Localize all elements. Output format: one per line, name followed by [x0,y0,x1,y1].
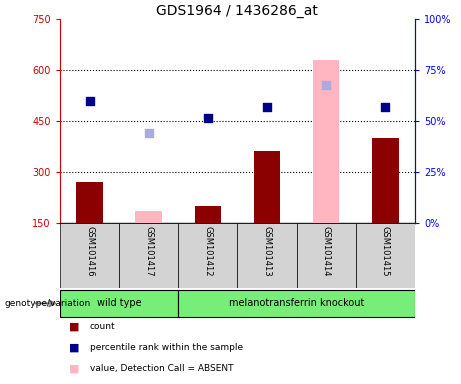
Text: GSM101417: GSM101417 [144,226,153,276]
Point [263,104,271,111]
Point [382,104,389,111]
Bar [76,182,103,223]
Bar [237,223,296,288]
Text: GSM101414: GSM101414 [322,226,331,276]
Bar [254,152,280,223]
Bar [178,223,237,288]
Bar [356,223,415,288]
Bar [313,60,339,223]
Point [204,114,212,121]
Text: GSM101416: GSM101416 [85,226,94,276]
Bar [136,211,162,223]
Title: GDS1964 / 1436286_at: GDS1964 / 1436286_at [156,4,319,18]
Point [322,82,330,88]
Bar [60,290,178,317]
Text: GSM101413: GSM101413 [262,226,272,276]
Bar [178,290,415,317]
Text: melanotransferrin knockout: melanotransferrin knockout [229,298,364,308]
Text: value, Detection Call = ABSENT: value, Detection Call = ABSENT [90,364,233,373]
Text: GSM101412: GSM101412 [203,226,213,276]
Text: GSM101415: GSM101415 [381,226,390,276]
Bar [60,223,119,288]
Text: ■: ■ [69,343,80,353]
Bar [296,223,356,288]
Bar [195,206,221,223]
Bar [119,223,178,288]
Text: ■: ■ [69,364,80,374]
Point [86,98,93,104]
Bar [372,138,399,223]
Text: count: count [90,322,116,331]
Text: ■: ■ [69,321,80,331]
Text: wild type: wild type [97,298,142,308]
Text: percentile rank within the sample: percentile rank within the sample [90,343,243,352]
Text: genotype/variation: genotype/variation [5,299,91,308]
Point [145,130,152,136]
